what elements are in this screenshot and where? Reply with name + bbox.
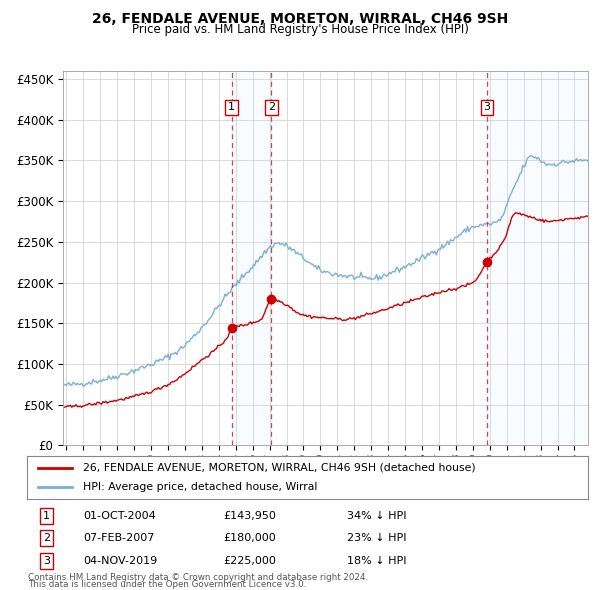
Text: 07-FEB-2007: 07-FEB-2007 xyxy=(83,533,154,543)
Text: This data is licensed under the Open Government Licence v3.0.: This data is licensed under the Open Gov… xyxy=(28,579,307,589)
Text: 1: 1 xyxy=(43,511,50,521)
Text: 04-NOV-2019: 04-NOV-2019 xyxy=(83,556,157,566)
Bar xyxy=(232,71,271,445)
Text: 01-OCT-2004: 01-OCT-2004 xyxy=(83,511,156,521)
Text: 18% ↓ HPI: 18% ↓ HPI xyxy=(347,556,406,566)
Text: 2: 2 xyxy=(43,533,50,543)
Text: 3: 3 xyxy=(43,556,50,566)
Text: 2: 2 xyxy=(268,103,275,113)
Text: 26, FENDALE AVENUE, MORETON, WIRRAL, CH46 9SH: 26, FENDALE AVENUE, MORETON, WIRRAL, CH4… xyxy=(92,12,508,26)
Text: 34% ↓ HPI: 34% ↓ HPI xyxy=(347,511,406,521)
Text: Contains HM Land Registry data © Crown copyright and database right 2024.: Contains HM Land Registry data © Crown c… xyxy=(28,572,368,582)
Text: 23% ↓ HPI: 23% ↓ HPI xyxy=(347,533,406,543)
Text: £225,000: £225,000 xyxy=(223,556,276,566)
Bar xyxy=(487,71,588,445)
Text: Price paid vs. HM Land Registry's House Price Index (HPI): Price paid vs. HM Land Registry's House … xyxy=(131,23,469,36)
Text: £180,000: £180,000 xyxy=(223,533,276,543)
Text: 26, FENDALE AVENUE, MORETON, WIRRAL, CH46 9SH (detached house): 26, FENDALE AVENUE, MORETON, WIRRAL, CH4… xyxy=(83,463,476,473)
Text: HPI: Average price, detached house, Wirral: HPI: Average price, detached house, Wirr… xyxy=(83,482,317,492)
Text: 1: 1 xyxy=(228,103,235,113)
Text: £143,950: £143,950 xyxy=(223,511,276,521)
Text: 3: 3 xyxy=(484,103,490,113)
